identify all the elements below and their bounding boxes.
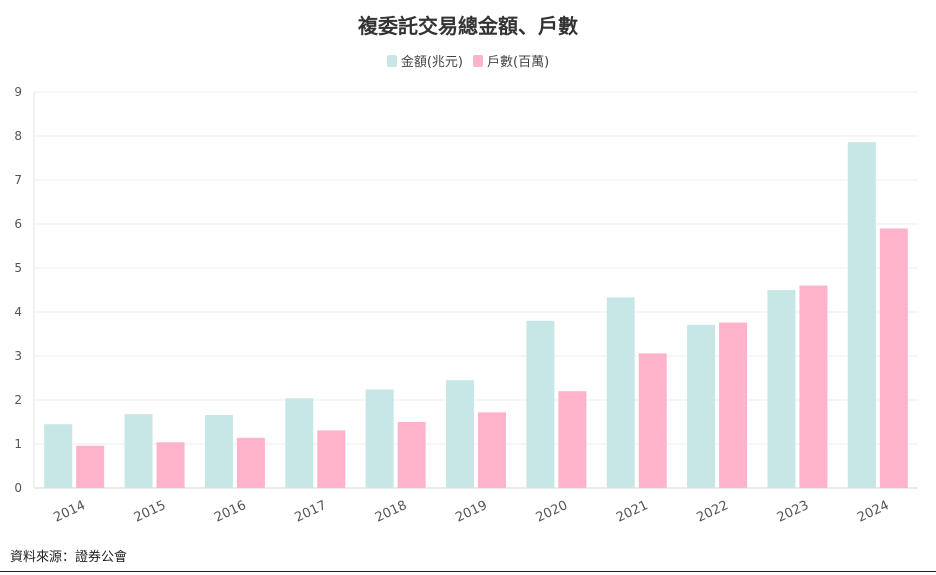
bar-amount-2023[interactable]	[767, 290, 796, 488]
bar-amount-2022[interactable]	[687, 324, 716, 488]
bar-accounts-2018[interactable]	[397, 422, 426, 488]
legend-item-amount[interactable]: 金額(兆元)	[386, 51, 463, 70]
legend: 金額(兆元) 戶數(百萬)	[0, 51, 936, 70]
bar-amount-2024[interactable]	[847, 142, 876, 488]
bar-accounts-2021[interactable]	[638, 353, 667, 488]
bar-accounts-2020[interactable]	[558, 391, 587, 488]
bar-amount-2014[interactable]	[44, 424, 73, 488]
bar-accounts-2019[interactable]	[478, 412, 506, 488]
bar-accounts-2016[interactable]	[236, 437, 265, 488]
y-tick-label: 2	[14, 393, 22, 407]
y-tick-label: 3	[14, 349, 22, 363]
x-tick-label: 2018	[373, 498, 409, 526]
x-tick-label: 2023	[775, 498, 811, 526]
bar-amount-2016[interactable]	[204, 414, 233, 488]
bar-accounts-2015[interactable]	[156, 442, 185, 488]
bar-amount-2018[interactable]	[365, 389, 394, 488]
x-tick-label: 2014	[52, 498, 88, 526]
bar-accounts-2022[interactable]	[719, 322, 748, 488]
y-axis-ticks: 0 1 2 3 4 5 6 7 8 9	[14, 85, 22, 495]
bar-accounts-2023[interactable]	[799, 285, 828, 488]
legend-swatch-accounts	[473, 54, 483, 67]
y-tick-label: 1	[14, 437, 22, 451]
x-tick-label: 2016	[212, 498, 248, 526]
bar-accounts-2014[interactable]	[76, 445, 105, 488]
legend-item-accounts[interactable]: 戶數(百萬)	[473, 51, 549, 70]
x-axis-ticks: 2014 2015 2016 2017 2018 2019 2020 2021 2022 2023…	[52, 498, 892, 526]
bar-amount-2015[interactable]	[124, 414, 153, 488]
y-tick-label: 9	[14, 85, 22, 99]
x-tick-label: 2015	[132, 498, 168, 526]
x-tick-label: 2021	[614, 498, 650, 526]
legend-swatch-amount	[386, 54, 397, 67]
bottom-divider	[0, 571, 936, 572]
legend-label-amount: 金額(兆元)	[400, 55, 463, 70]
bar-amount-2019[interactable]	[446, 380, 474, 488]
chart-title: 複委託交易總金額、戶數	[358, 14, 578, 38]
bar-amount-2021[interactable]	[606, 297, 635, 488]
x-tick-label: 2020	[534, 498, 570, 526]
x-tick-label: 2024	[855, 498, 891, 526]
x-tick-label: 2017	[293, 498, 329, 526]
y-tick-label: 5	[14, 261, 22, 275]
bar-amount-2020[interactable]	[526, 320, 555, 488]
legend-label-accounts: 戶數(百萬)	[487, 55, 550, 70]
y-tick-label: 0	[14, 481, 22, 495]
y-tick-label: 4	[14, 305, 22, 319]
source-note: 資料來源：證券公會	[10, 550, 128, 565]
x-tick-label: 2019	[453, 498, 489, 526]
bar-amount-2017[interactable]	[285, 398, 314, 488]
x-tick-label: 2022	[694, 498, 730, 526]
y-tick-label: 8	[14, 129, 22, 143]
bar-accounts-2017[interactable]	[317, 430, 346, 488]
bar-accounts-2024[interactable]	[879, 228, 908, 488]
bars	[44, 142, 908, 488]
y-tick-label: 6	[14, 217, 22, 231]
y-tick-label: 7	[14, 173, 22, 187]
